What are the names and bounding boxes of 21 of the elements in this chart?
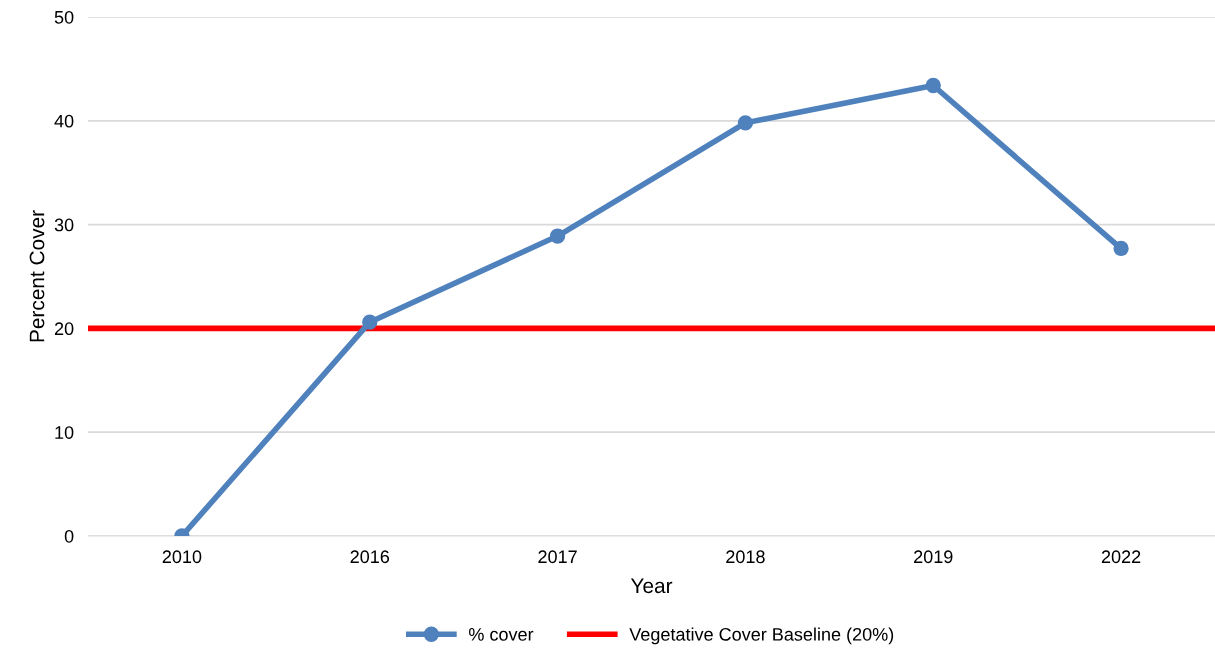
x-tick-label: 2018 [726, 550, 765, 564]
point [362, 314, 378, 330]
x-tick-label: 2010 [162, 550, 202, 564]
y-tick-label: 30 [54, 218, 74, 232]
point [549, 228, 566, 244]
x-tick-label: 2016 [350, 550, 390, 564]
y-axis-title: Percent Cover [29, 210, 45, 342]
legend-label: % cover [469, 628, 534, 641]
point [737, 115, 754, 131]
legend-label: Vegetative Cover Baseline (20%) [629, 627, 894, 645]
x-tick-label: 2019 [914, 550, 953, 564]
point [1113, 240, 1129, 257]
point [925, 77, 941, 94]
x-axis-title: Year [630, 578, 673, 594]
y-tick-label: 20 [54, 322, 74, 336]
y-tick-label: 50 [54, 10, 74, 24]
x-tick-label: 2022 [1101, 550, 1141, 564]
y-tick-label: 40 [54, 114, 74, 128]
x-tick-label: 2017 [538, 550, 577, 564]
y-tick-label: 0 [64, 529, 74, 543]
y-tick-label: 10 [55, 426, 74, 439]
